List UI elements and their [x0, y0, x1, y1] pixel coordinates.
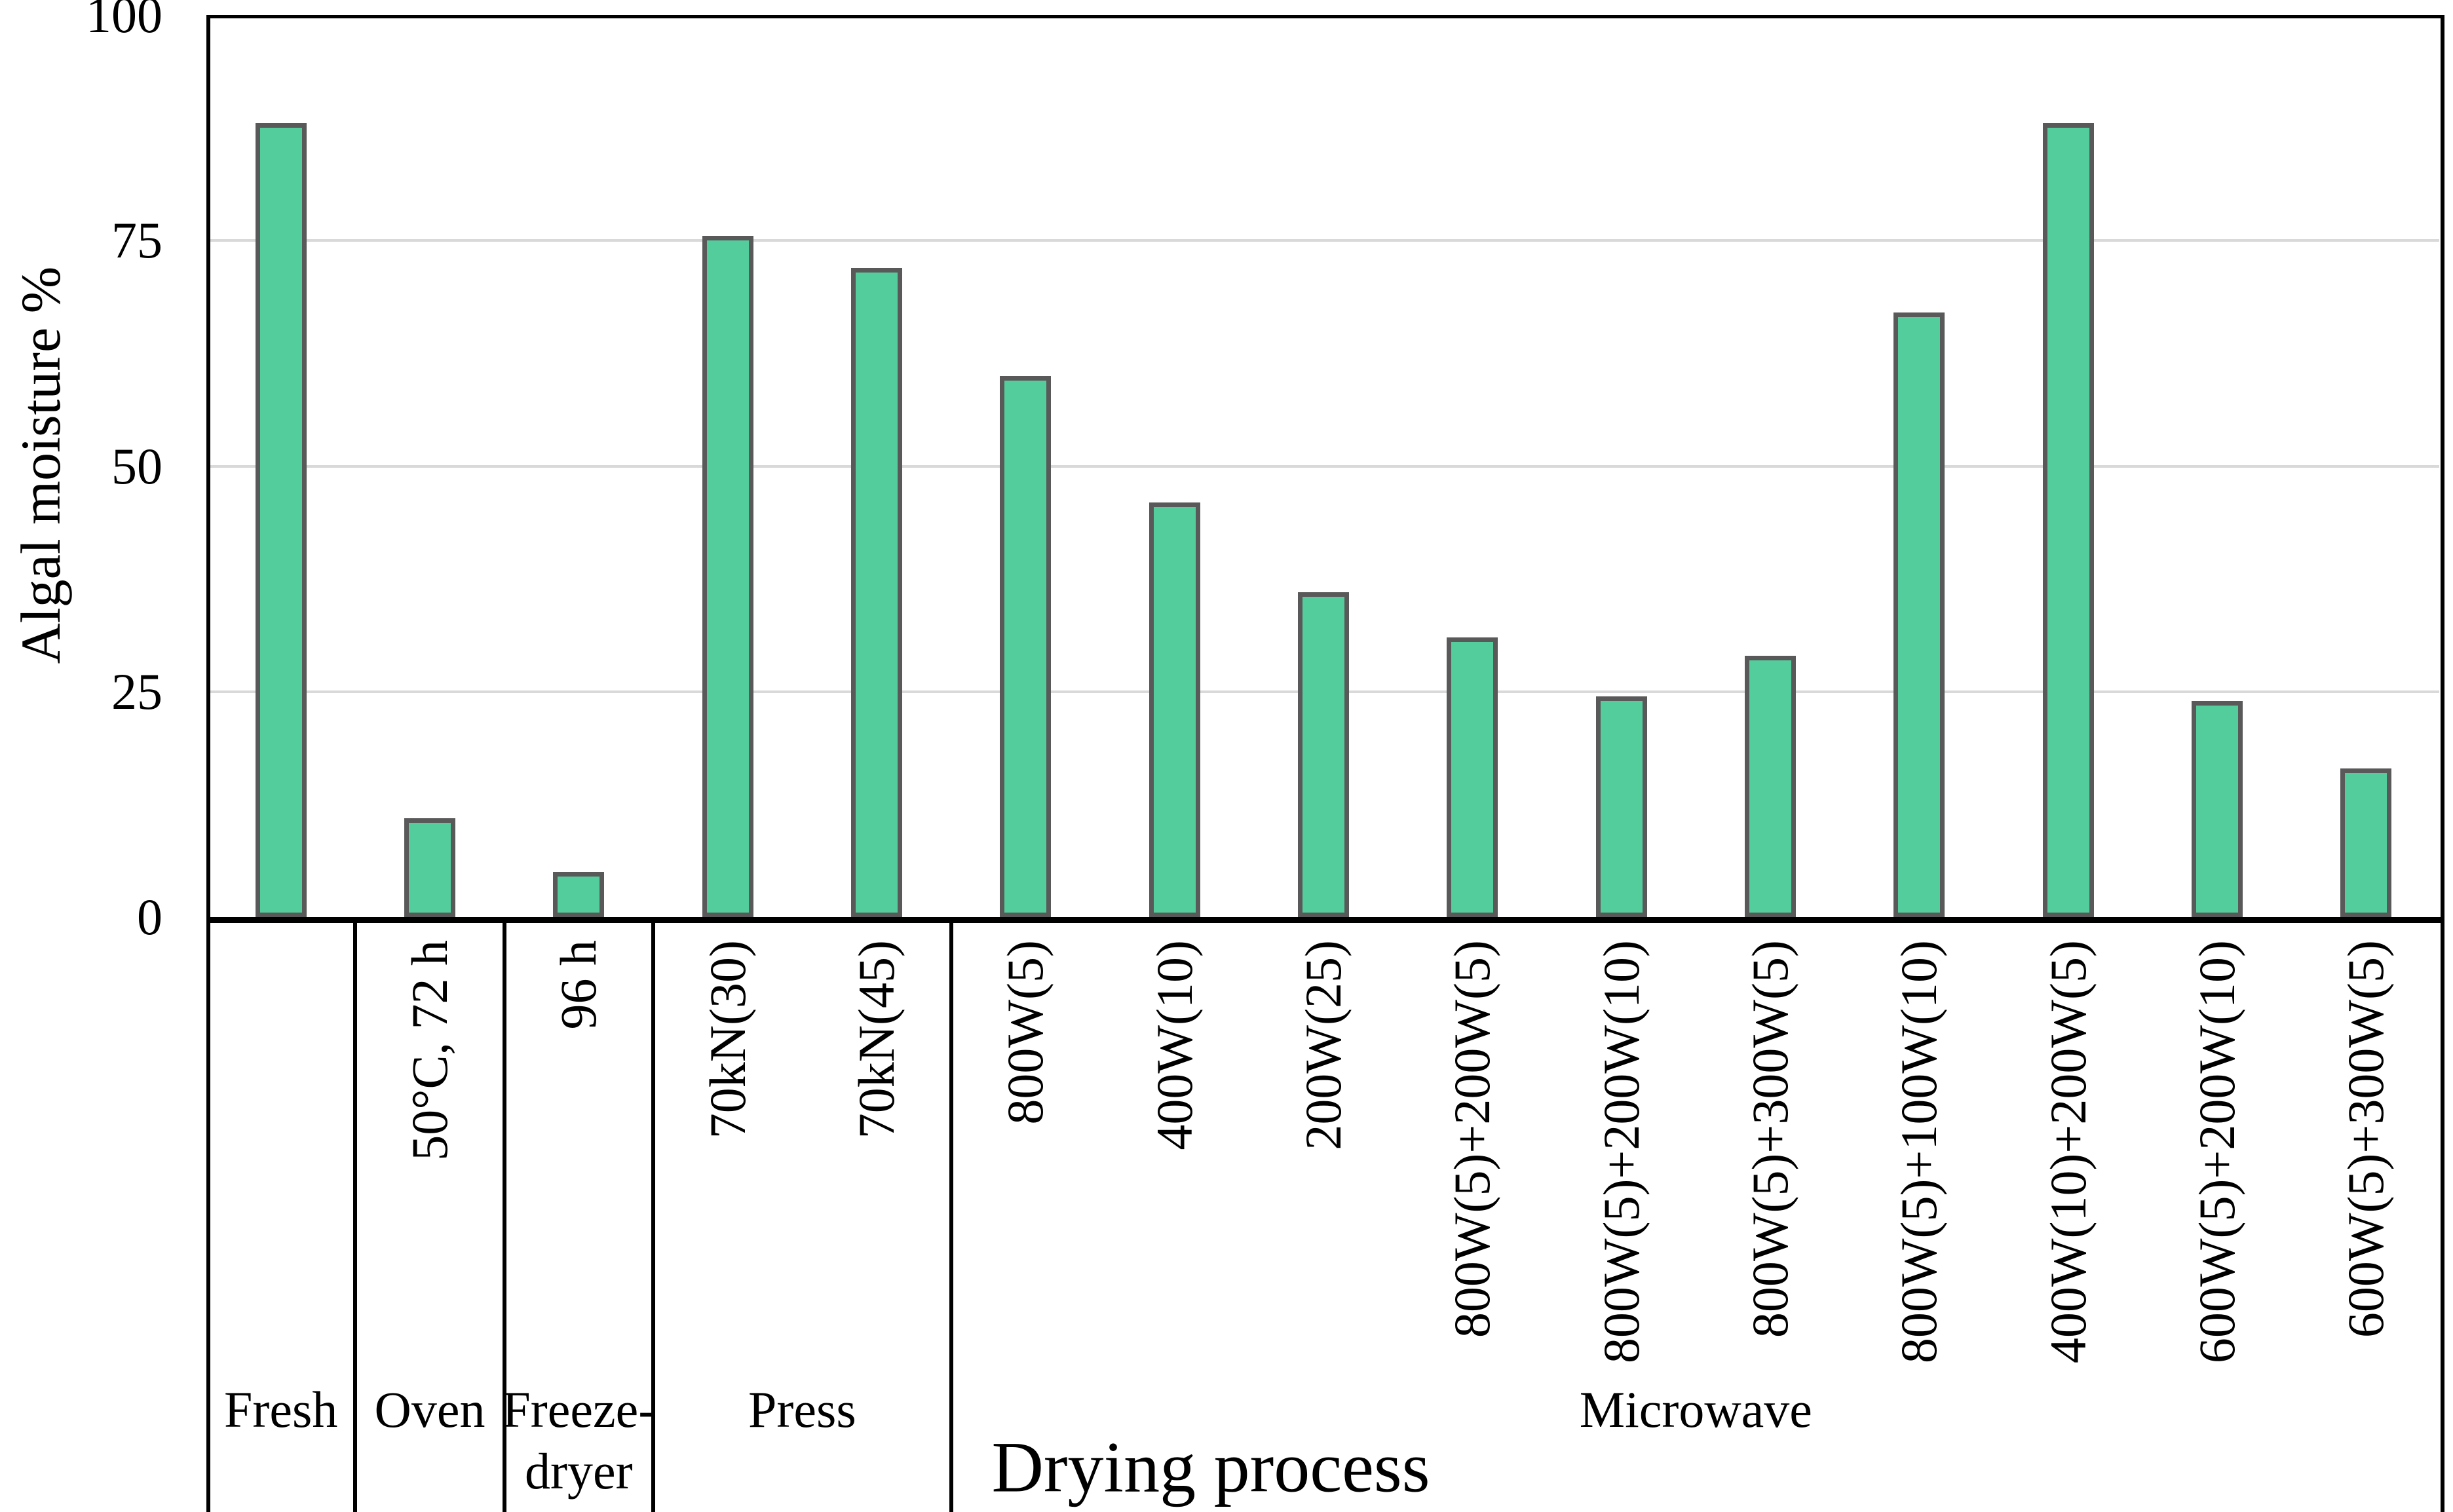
bar-96 h [553, 872, 605, 917]
gridline-50 [209, 464, 2439, 468]
plot-right-border [2441, 15, 2444, 1512]
category-label-slot: 400W(10) [1100, 923, 1249, 1512]
bar-slot [1845, 15, 1994, 917]
category-label-slot: 800W(5) [951, 923, 1100, 1512]
bar-50°C, 72 h [404, 818, 455, 917]
bar-slot [355, 15, 504, 917]
category-label-slot: 400W(10)+200W(5) [1994, 923, 2142, 1512]
group-separator [949, 917, 953, 1512]
bar-slot [1547, 15, 1696, 917]
bar-400W(10) [1149, 502, 1200, 917]
y-axis-line [206, 15, 210, 1512]
category-label: 70kN(30) [698, 940, 756, 1139]
category-label: 96 h [550, 940, 607, 1030]
category-label: 600W(5)+200W(10) [2188, 940, 2245, 1364]
x-axis-line [206, 917, 2444, 923]
plot-area [206, 15, 2441, 917]
y-tick-label-25: 25 [111, 662, 162, 720]
bar-400W(10)+200W(5) [2042, 123, 2094, 917]
x-axis-title: Drying process [991, 1427, 1430, 1507]
category-label: 400W(10) [1145, 940, 1203, 1150]
y-tick-label-75: 75 [111, 212, 162, 269]
bar-slot [653, 15, 802, 917]
bar-70kN(30) [702, 236, 753, 917]
category-label: 200W(25) [1294, 940, 1352, 1150]
bar-slot [951, 15, 1100, 917]
group-label-freeze-dryer: Freeze-dryer [502, 1381, 656, 1500]
bar-slot [1696, 15, 1844, 917]
bar-800W(5)+200W(10) [1595, 696, 1647, 917]
group-separator [353, 917, 358, 1512]
category-label: 50°C, 72 h [400, 940, 458, 1161]
bar-slot [1100, 15, 1249, 917]
category-label-slot: 200W(25) [1249, 923, 1398, 1512]
bar-fresh [255, 123, 307, 917]
category-label-slot: 600W(5)+200W(10) [2142, 923, 2291, 1512]
bar-800W(5)+100W(10) [1893, 312, 1945, 917]
category-label: 600W(5)+300W(5) [2337, 940, 2395, 1338]
bar-800W(5) [1000, 375, 1052, 917]
bar-slot [802, 15, 951, 917]
bar-200W(25) [1297, 592, 1349, 917]
group-label-press: Press [748, 1381, 856, 1438]
bar-slot [1994, 15, 2142, 917]
category-label: 70kN(45) [847, 940, 905, 1139]
category-label: 800W(5) [997, 940, 1054, 1125]
group-label-fresh: Fresh [223, 1381, 338, 1438]
gridline-75 [209, 239, 2439, 242]
category-label: 800W(5)+200W(5) [1443, 940, 1501, 1338]
group-label-oven: Oven [374, 1381, 485, 1438]
bars-row [206, 15, 2441, 917]
category-label: 400W(10)+200W(5) [2039, 940, 2097, 1364]
bar-70kN(45) [850, 267, 902, 917]
category-label-slot: 800W(5)+100W(10) [1845, 923, 1994, 1512]
category-label: 800W(5)+300W(5) [1741, 940, 1798, 1338]
bar-slot [1249, 15, 1398, 917]
bar-slot [2142, 15, 2291, 917]
category-label: 800W(5)+100W(10) [1890, 940, 1948, 1364]
category-label: 800W(5)+200W(10) [1592, 940, 1650, 1364]
y-tick-label-50: 50 [111, 437, 162, 495]
bar-slot [2292, 15, 2441, 917]
group-separator [502, 917, 506, 1512]
group-separator [651, 917, 655, 1512]
bar-600W(5)+300W(5) [2340, 768, 2392, 917]
group-label-microwave: Microwave [1579, 1381, 1812, 1438]
category-label-slot: 600W(5)+300W(5) [2292, 923, 2441, 1512]
bar-800W(5)+300W(5) [1744, 655, 1796, 917]
bar-slot [1398, 15, 1547, 917]
category-label-slot: 800W(5)+200W(5) [1398, 923, 1547, 1512]
bar-800W(5)+200W(5) [1447, 637, 1498, 917]
plot-top-border [206, 15, 2444, 18]
y-tick-label-100: 100 [86, 0, 162, 43]
y-tick-label-0: 0 [137, 888, 162, 945]
bar-600W(5)+200W(10) [2191, 700, 2243, 917]
bar-slot [504, 15, 653, 917]
bar-slot [206, 15, 355, 917]
